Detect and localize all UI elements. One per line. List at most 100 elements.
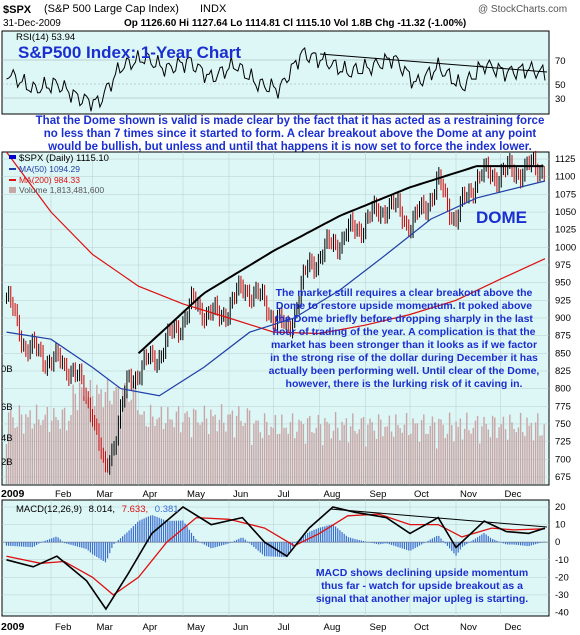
commentary-mid-line-6: in the strong rise of the dollar during … [270, 352, 538, 364]
macd-hist-bar [425, 542, 427, 543]
volume-bar [285, 427, 287, 484]
commentary-mid-line-3: the Dome briefly before dropping sharply… [275, 313, 533, 325]
macd-hist-bar [397, 542, 399, 548]
price-tick-label: 700 [555, 454, 571, 465]
macd-legend-signal: 7.633, [122, 504, 148, 515]
month-label: Sep [369, 622, 386, 633]
volume-bar [418, 441, 421, 484]
volume-bar [433, 422, 436, 484]
volume-bar [124, 383, 126, 484]
macd-hist-bar [466, 542, 468, 545]
volume-bar [272, 428, 274, 484]
volume-bar [468, 430, 470, 484]
volume-bar [130, 399, 132, 484]
volume-bar [526, 417, 528, 484]
macd-hist-bar [141, 519, 143, 543]
macd-hist-bar [259, 542, 261, 553]
volume-bar [251, 444, 253, 484]
macd-hist-bar [528, 542, 530, 547]
volume-bar [216, 431, 218, 484]
macd-hist-bar [296, 541, 298, 543]
macd-hist-bar [137, 521, 139, 543]
dome-curve [137, 165, 544, 355]
month-label: Mar [97, 489, 113, 500]
volume-bar [227, 414, 229, 484]
month-label: Nov [460, 622, 477, 633]
volume-bar [100, 389, 102, 484]
macd-hist-bar [210, 542, 212, 549]
volume-bar [145, 426, 148, 484]
macd-hist-bar [530, 542, 532, 546]
volume-bar [423, 414, 425, 484]
macd-hist-bar [270, 542, 272, 557]
volume-bar [263, 413, 266, 484]
macd-hist-bar [339, 530, 341, 543]
volume-bar [470, 433, 472, 484]
volume-bar [188, 417, 191, 484]
volume-bar [373, 430, 376, 484]
macd-hist-bar [279, 542, 281, 557]
volume-bar [78, 382, 81, 484]
macd-hist-bar [227, 542, 229, 544]
volume-bar [481, 426, 483, 484]
volume-bar [55, 417, 57, 484]
volume-bar [259, 432, 262, 484]
volume-axis-label-1: 0B [1, 364, 13, 375]
volume-bar [25, 414, 27, 484]
price-tick-label: 1100 [555, 172, 575, 183]
macd-hist-bar [304, 534, 307, 543]
macd-hist-bar [455, 542, 457, 556]
macd-hist-bar [403, 542, 406, 550]
macd-legend-value: 8.014, [89, 504, 115, 515]
volume-bar [162, 428, 165, 484]
macd-hist-bar [442, 540, 444, 543]
macd-hist-bar [66, 542, 68, 544]
volume-bar [195, 409, 197, 484]
macd-hist-bar [468, 542, 470, 543]
macd-hist-bar [281, 542, 283, 557]
macd-commentary-line-1: MACD shows declining upside momentum [316, 567, 528, 579]
volume-bar [14, 427, 16, 484]
volume-bar [276, 434, 279, 484]
volume-bar [205, 418, 208, 484]
volume-bar [513, 428, 515, 484]
macd-hist-bar [255, 542, 257, 549]
price-tick-label: 850 [555, 348, 571, 359]
macd-hist-bar [438, 535, 440, 543]
price-tick-label: 675 [555, 472, 571, 483]
macd-hist-bar [111, 542, 113, 548]
macd-hist-bar [365, 541, 367, 543]
volume-bar [438, 418, 440, 484]
volume-bar [509, 414, 511, 484]
macd-hist-bar [117, 540, 119, 543]
volume-bar [294, 438, 296, 484]
macd-hist-bar [382, 542, 384, 544]
commentary-mid-line-7: actually been performing well. Until cle… [269, 365, 540, 377]
volume-bar [412, 418, 414, 484]
macd-hist-bar [205, 542, 208, 546]
macd-hist-bar [248, 542, 251, 544]
volume-bars [5, 379, 545, 484]
volume-bar [491, 415, 494, 484]
price-tick-label: 900 [555, 313, 571, 324]
volume-bar [444, 438, 447, 484]
volume-bar [104, 391, 107, 484]
macd-hist-bar [134, 523, 137, 543]
volume-bar [210, 409, 212, 484]
volume-bar [102, 407, 104, 484]
volume-bar [334, 412, 337, 484]
volume-bar [35, 404, 38, 484]
macd-hist-bar [472, 539, 474, 543]
volume-bar [371, 422, 373, 484]
volume-axis-label-3: 4B [1, 433, 13, 444]
volume-bar [479, 443, 481, 484]
volume-bar [126, 393, 128, 484]
price-tick-label: 925 [555, 295, 571, 306]
macd-hist-bar [223, 542, 225, 545]
macd-line [6, 506, 546, 611]
macd-hist-bar [199, 542, 201, 543]
volume-bar [175, 411, 178, 484]
volume-bar [324, 418, 326, 484]
macd-hist-bar [515, 542, 517, 545]
macd-hist-bar [220, 542, 223, 546]
